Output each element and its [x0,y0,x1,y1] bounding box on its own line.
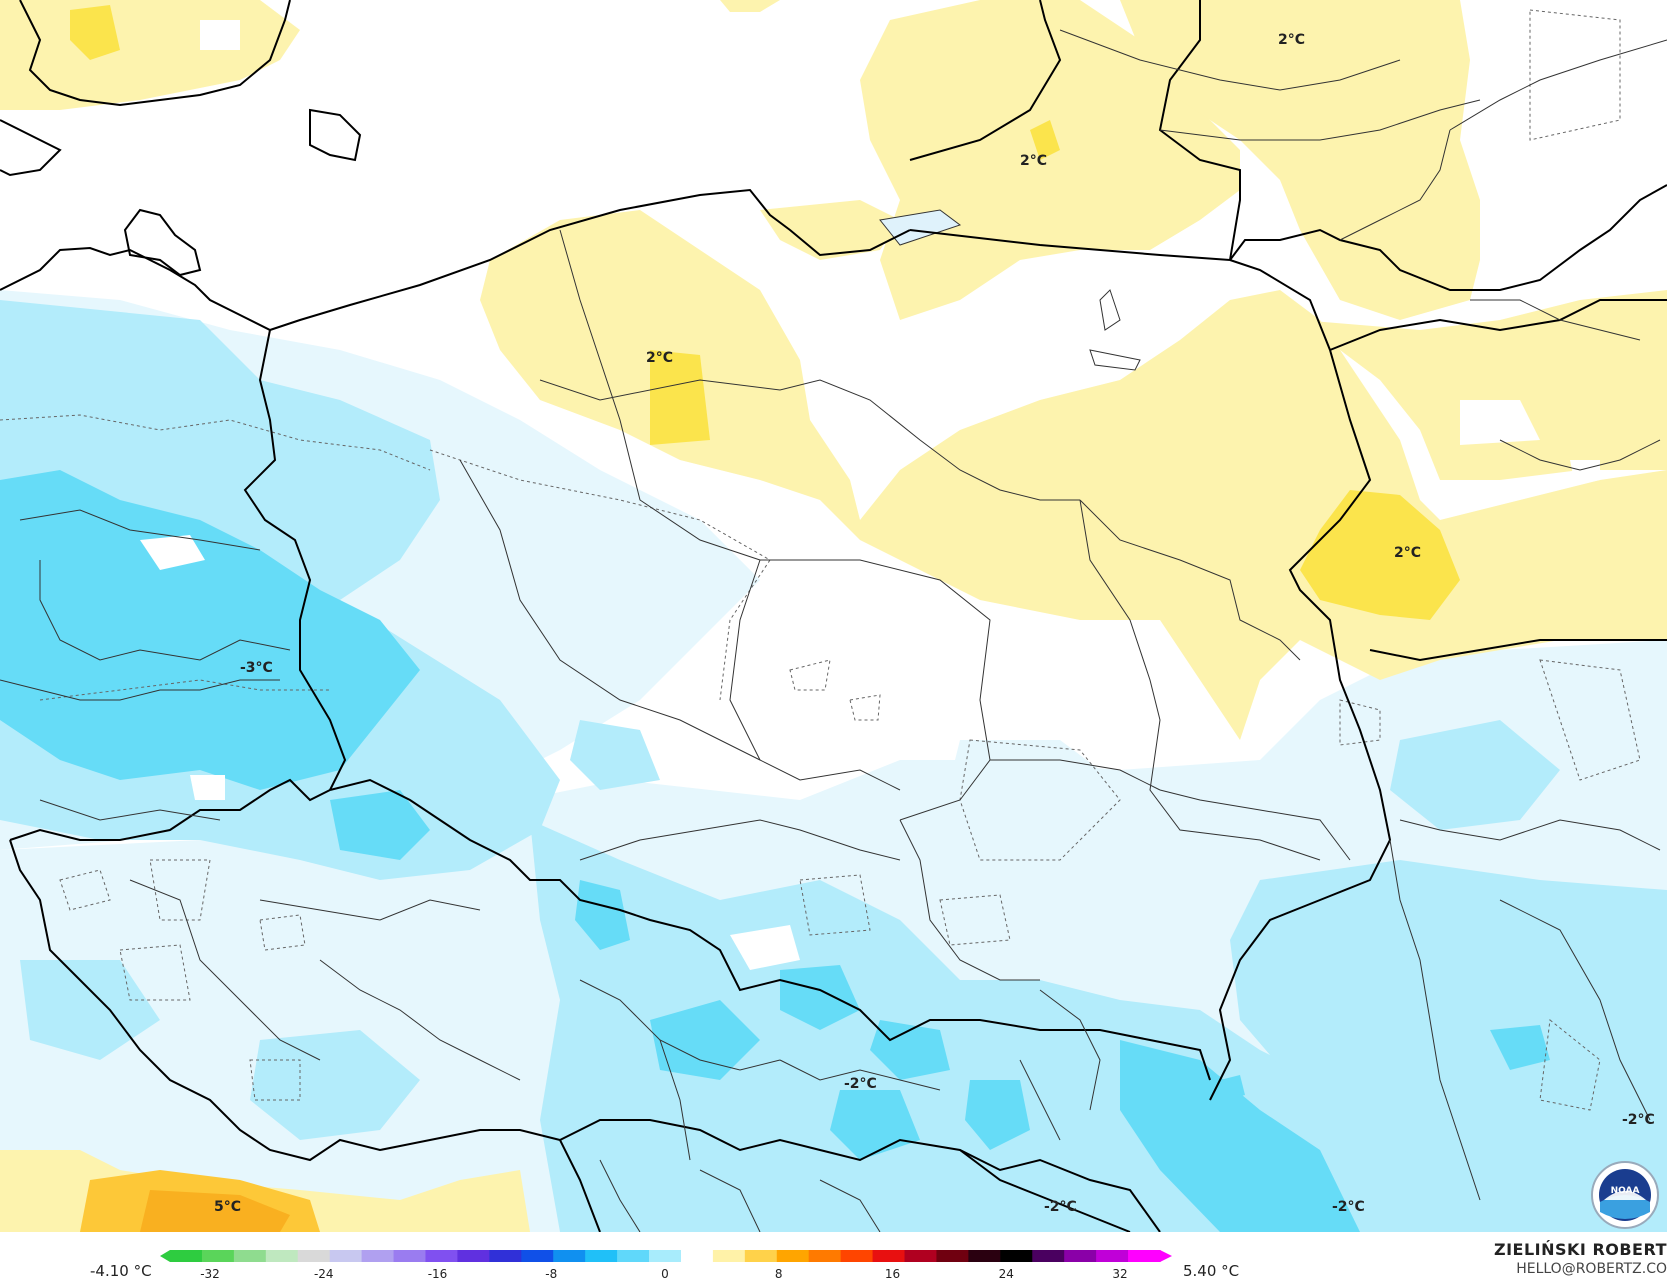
color-scale-tick-label: -16 [428,1267,448,1281]
label-hungary: -2°C [1044,1199,1077,1215]
color-scale-cell [840,1250,874,1262]
color-scale-cell [680,1250,714,1262]
country-borders [9,0,1667,1232]
color-scale-cell [808,1250,842,1262]
color-scale-cell [585,1250,618,1262]
color-scale-cell [233,1250,267,1262]
color-scale-tick-label: 8 [775,1267,783,1281]
color-scale-cell [329,1250,363,1262]
color-scale-cell [1000,1250,1033,1262]
color-scale-cell [1128,1250,1161,1262]
color-scale-cell [361,1250,395,1262]
noaa-logo: NOAA [1591,1161,1659,1229]
coastlines [0,0,1062,332]
color-scale-cell [201,1250,235,1262]
legend-min-value: -4.10 °C [90,1262,152,1280]
color-scale-cell [649,1250,682,1262]
color-scale-cell [170,1250,203,1262]
contour-lines [0,9,1641,1111]
color-scale-cell [297,1250,331,1262]
water-bodies [879,209,1141,371]
temperature-labels: -3°C 2°C 2°C 2°C 2°C 5°C -2°C -2°C -2°C … [214,32,1655,1215]
color-scale-cell [1064,1250,1097,1262]
neutral-pockets [140,20,1600,970]
label-kaliningrad: 2°C [1020,153,1047,169]
color-scale-cell [1096,1250,1129,1262]
author-email: HELLO@ROBERTZ.CO [1516,1261,1667,1277]
color-scale-cell [617,1250,650,1262]
color-scale-cell [521,1250,554,1262]
label-southwest-warm: 5°C [214,1199,241,1215]
color-scale-tick-label: -24 [314,1267,334,1281]
regional-borders [0,29,1667,1232]
color-scale-cell [265,1250,299,1262]
color-scale-cell [553,1250,586,1262]
label-nw-neg3: -3°C [240,660,273,676]
color-scale-cell [904,1250,938,1262]
warm-anomaly-mid [70,5,1460,620]
color-scale-cells [160,1250,1172,1262]
temperature-anomaly-map: -3°C 2°C 2°C 2°C 2°C 5°C -2°C -2°C -2°C … [0,0,1667,1232]
noaa-logo-text: NOAA [1611,1186,1640,1196]
color-scale-tick-label: 32 [1112,1267,1127,1281]
color-scale-tick-label: 16 [885,1267,900,1281]
label-pomerania: 2°C [646,350,673,366]
color-scale-cell [489,1250,522,1262]
color-scale-cell [936,1250,969,1262]
color-scale-ticks: -32 -24 -16 -8 0 8 16 24 32 [200,1267,1127,1281]
warm-anomaly-strong [80,1170,320,1232]
author-credit: ZIELIŃSKI ROBERT HELLO@ROBERTZ.CO [1494,1240,1667,1277]
label-belarus: 2°C [1394,545,1421,561]
cold-anomaly-deep [0,470,1550,1232]
color-scale-cell [425,1250,459,1262]
color-scale-cell [393,1250,427,1262]
label-lithuania: 2°C [1278,32,1305,48]
color-scale-legend: -32 -24 -16 -8 0 8 16 24 32 [160,1250,1172,1281]
color-scale-max-arrow [1160,1250,1172,1262]
color-scale-tick-label: -8 [545,1267,557,1281]
color-scale-tick-label: 0 [661,1267,669,1281]
color-scale-tick-label: 24 [999,1267,1014,1281]
color-scale-cell [968,1250,1001,1262]
label-carpathians: -2°C [844,1076,877,1092]
label-ukraine: -2°C [1332,1199,1365,1215]
color-scale-cell [712,1250,746,1262]
color-scale-cell [776,1250,810,1262]
color-scale-cell [1032,1250,1065,1262]
color-scale-cell [744,1250,778,1262]
color-scale-tick-label: -32 [200,1267,220,1281]
color-scale-min-arrow [160,1250,170,1262]
color-scale-cell [457,1250,490,1262]
label-east: -2°C [1622,1112,1655,1128]
color-scale-cell [872,1250,906,1262]
author-name: ZIELIŃSKI ROBERT [1493,1240,1667,1259]
legend-max-value: 5.40 °C [1183,1262,1240,1280]
